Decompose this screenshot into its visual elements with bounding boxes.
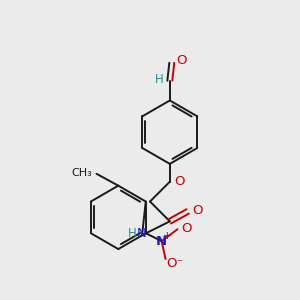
Text: N: N: [156, 235, 167, 248]
Text: O: O: [177, 54, 187, 67]
Text: O: O: [193, 204, 203, 217]
Text: O⁻: O⁻: [167, 257, 184, 270]
Text: O: O: [182, 222, 192, 235]
Text: H: H: [128, 227, 137, 240]
Text: +: +: [163, 231, 172, 241]
Text: CH₃: CH₃: [72, 168, 92, 178]
Text: N: N: [137, 227, 147, 240]
Text: H: H: [155, 73, 164, 86]
Text: O: O: [174, 175, 184, 188]
